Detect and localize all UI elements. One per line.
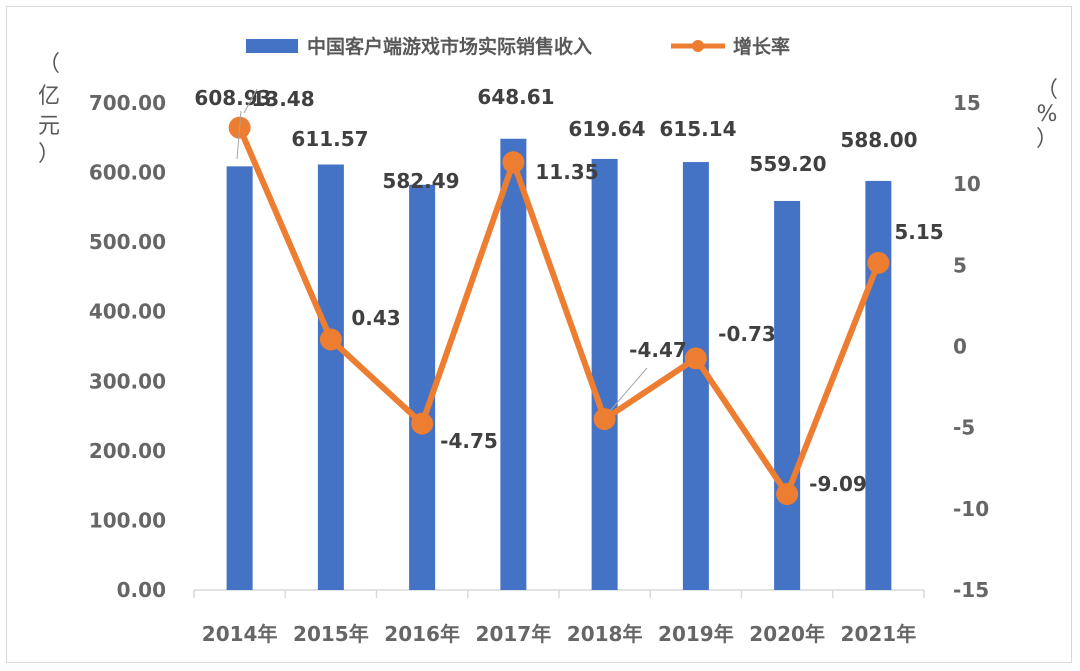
left-axis-unit-char: （: [38, 52, 60, 77]
growth-point-marker: [502, 151, 525, 174]
right-axis-tick-label: 0: [953, 335, 967, 359]
bar-series: [226, 138, 892, 591]
revenue-data-label: 559.20: [749, 152, 826, 176]
right-axis-ticks: -15 -10 -5 0 5 10 15: [953, 91, 989, 602]
x-axis-category-label: 2014年: [202, 622, 278, 646]
revenue-bar: [317, 164, 344, 590]
right-axis-tick-label: 5: [953, 253, 967, 277]
growth-label-leader: [609, 367, 648, 412]
growth-point-marker: [411, 412, 434, 435]
revenue-data-label: 588.00: [840, 128, 917, 152]
revenue-bar: [774, 200, 801, 590]
left-axis-tick-label: 500.00: [89, 230, 166, 254]
right-axis-unit-char: ）: [1036, 127, 1058, 152]
x-axis-category-label: 2020年: [749, 622, 825, 646]
revenue-data-label: 611.57: [291, 127, 368, 151]
growth-data-label: 5.15: [894, 220, 943, 244]
line-data-labels: 13.48 0.43 -4.75 11.35 -4.47 -0.73 -9.09 5.15: [243, 87, 944, 496]
revenue-bar: [865, 180, 892, 591]
revenue-data-label: 648.61: [477, 85, 554, 109]
right-axis-tick-label: -15: [953, 578, 989, 602]
growth-label-leader: [243, 88, 258, 114]
revenue-bar: [409, 184, 436, 590]
revenue-data-label: 619.64: [568, 117, 645, 141]
growth-data-label: -0.73: [718, 322, 776, 346]
growth-data-label: -4.75: [440, 429, 498, 453]
left-axis-tick-label: 700.00: [89, 91, 166, 115]
left-axis-tick-label: 0.00: [117, 578, 166, 602]
growth-data-label: 11.35: [535, 160, 598, 184]
legend-label-growth: 增长率: [733, 35, 790, 58]
growth-point-marker: [776, 483, 799, 506]
left-axis-ticks: 0.00 100.00 200.00 300.00 400.00 500.00 600.00…: [89, 91, 166, 602]
x-axis-category-label: 2017年: [476, 622, 552, 646]
left-axis-unit-char: 元: [38, 114, 60, 139]
right-axis-tick-label: -5: [953, 416, 975, 440]
left-axis-unit-char: ）: [38, 142, 60, 167]
left-axis-tick-label: 300.00: [89, 369, 166, 393]
right-axis-unit-char: %: [1037, 102, 1058, 127]
legend: 中国客户端游戏市场实际销售收入 增长率: [246, 35, 790, 58]
legend-swatch-bar: [246, 39, 298, 53]
right-axis-tick-label: -10: [953, 497, 989, 521]
x-axis-ticks: 2014年 2015年 2016年 2017年 2018年 2019年 2020年 2021年: [193, 590, 925, 646]
right-axis-tick-label: 10: [953, 172, 981, 196]
revenue-bar: [226, 166, 253, 590]
revenue-bar: [500, 138, 527, 591]
left-axis-tick-label: 200.00: [89, 439, 166, 463]
legend-label-revenue: 中国客户端游戏市场实际销售收入: [307, 35, 592, 58]
left-axis-tick-label: 600.00: [89, 161, 166, 185]
growth-data-label: 13.48: [251, 87, 314, 111]
revenue-data-label: 608.93: [194, 86, 271, 110]
growth-data-label: -9.09: [809, 472, 867, 496]
growth-line: [236, 126, 882, 498]
growth-point-marker: [319, 328, 342, 351]
x-axis-category-label: 2021年: [841, 622, 917, 646]
growth-data-label: -4.47: [629, 338, 687, 362]
revenue-data-label: 615.14: [659, 117, 736, 141]
legend-swatch-marker: [692, 40, 704, 52]
growth-point-marker: [593, 408, 616, 431]
bar-data-labels: 608.93 611.57 582.49 648.61 619.64 615.14 559.…: [194, 85, 917, 193]
growth-point-marker: [684, 347, 707, 370]
left-axis-tick-label: 400.00: [89, 300, 166, 324]
x-axis-category-label: 2018年: [567, 622, 643, 646]
chart-frame: 中国客户端游戏市场实际销售收入 增长率 （亿元） （%） 0.00 100.00 2…: [6, 6, 1072, 663]
revenue-bar: [591, 158, 618, 590]
growth-point-marker: [867, 251, 890, 274]
growth-data-label: 0.43: [351, 306, 400, 330]
right-axis-tick-label: 15: [953, 91, 981, 115]
chart-canvas: 中国客户端游戏市场实际销售收入 增长率 （亿元） （%） 0.00100.002…: [38, 35, 1058, 646]
left-axis-tick-label: 100.00: [89, 508, 166, 532]
right-axis-unit: （%）: [1036, 78, 1058, 152]
x-axis-category-label: 2015年: [293, 622, 369, 646]
x-axis-category-label: 2019年: [658, 622, 734, 646]
x-axis-category-label: 2016年: [384, 622, 460, 646]
revenue-label-leader: [236, 110, 242, 160]
left-axis-unit-char: 亿: [38, 84, 60, 109]
growth-line-series: [228, 116, 890, 506]
left-axis-unit: （ 亿元 ）: [38, 52, 60, 167]
right-axis-unit-char: （: [1036, 78, 1058, 103]
revenue-data-label: 582.49: [382, 169, 459, 193]
